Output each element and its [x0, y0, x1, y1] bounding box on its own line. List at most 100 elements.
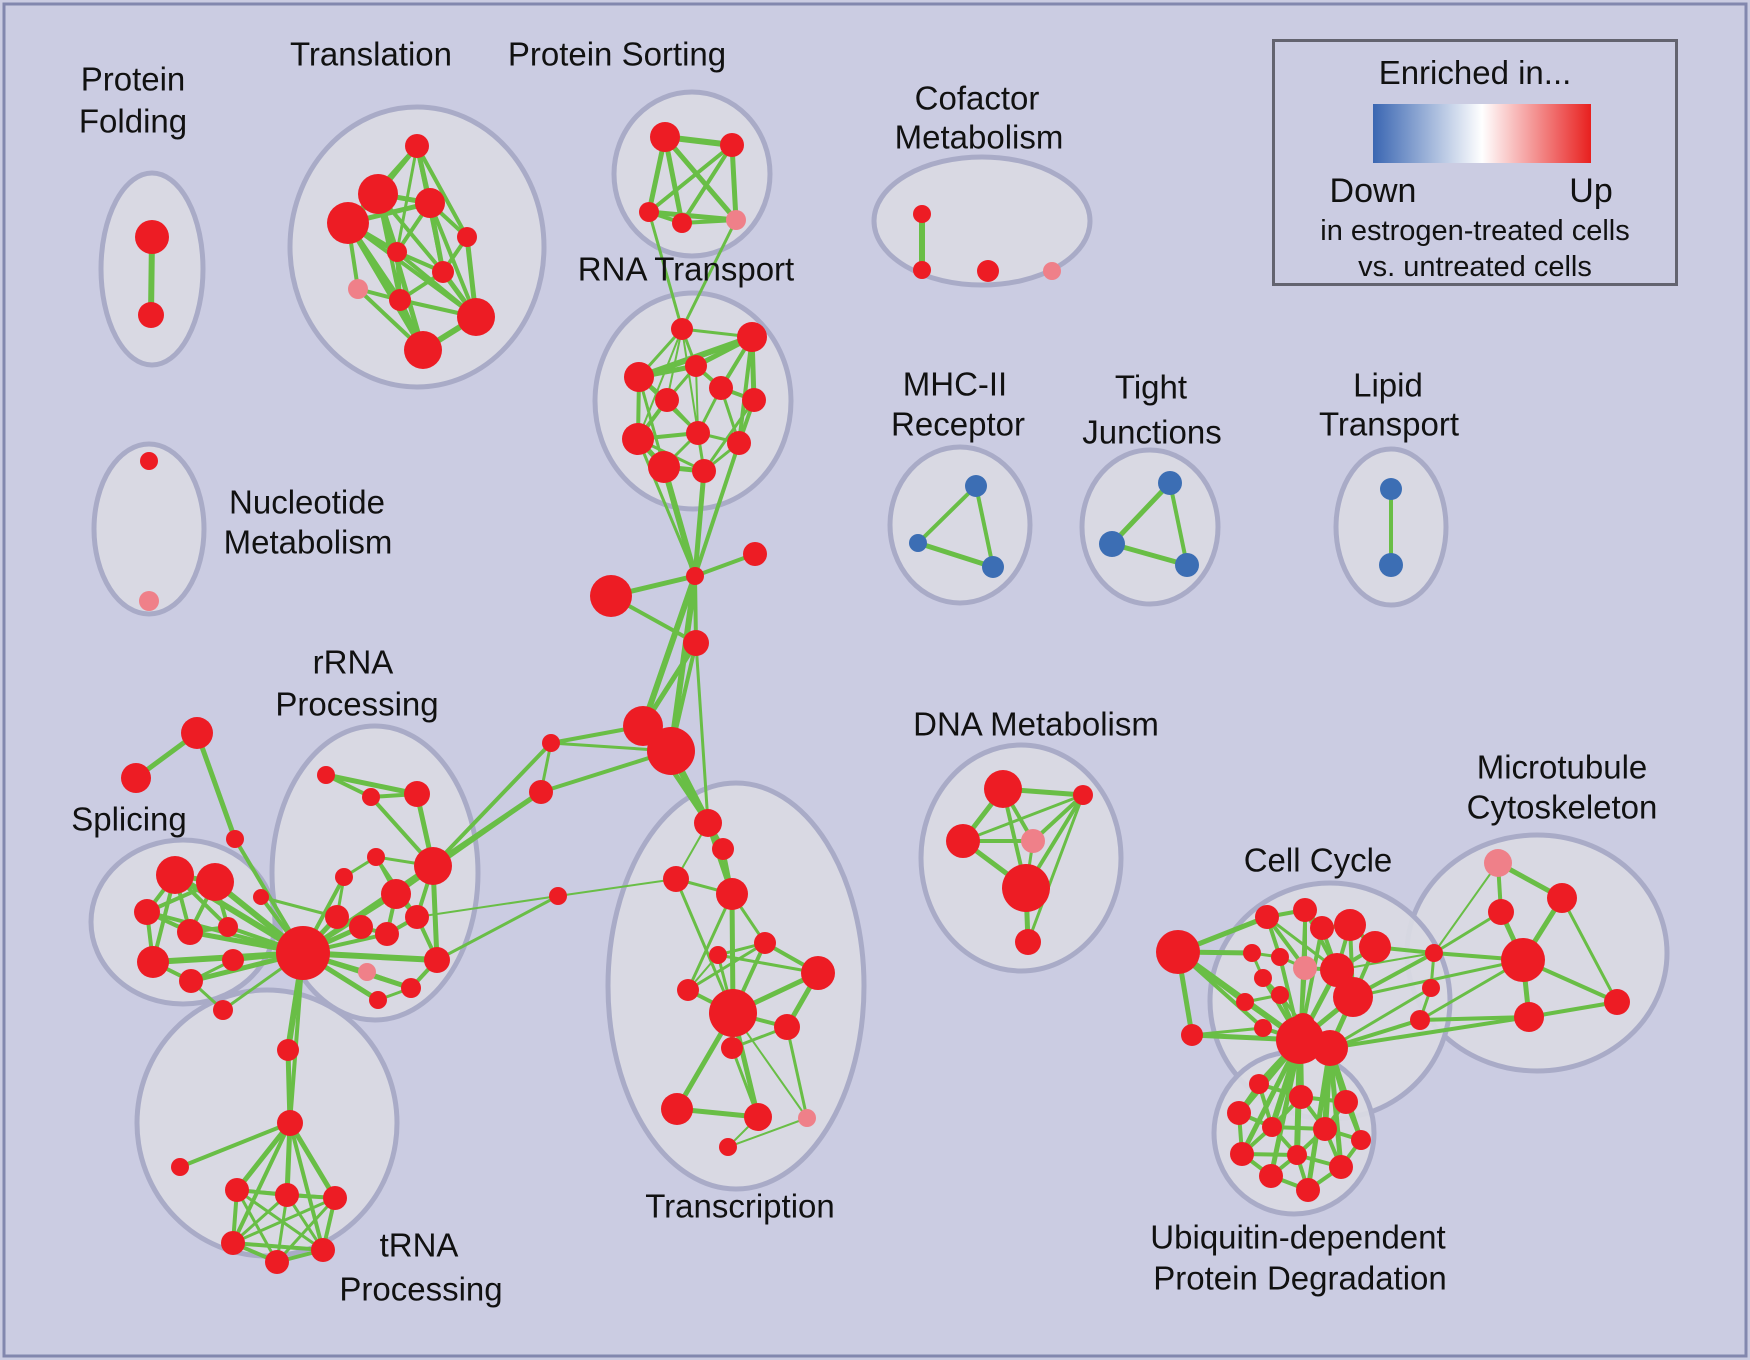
- gene-set-node-sp8: [218, 917, 238, 937]
- gene-set-node-rr8: [253, 889, 269, 905]
- cluster-labels: Protein Folding Translation Protein Sorting…: [71, 36, 1657, 1308]
- gene-set-node-tn3: [225, 1178, 249, 1202]
- edge-mh1-mh3: [974, 484, 995, 569]
- gene-set-node-mc9: [1604, 989, 1630, 1015]
- gene-set-node-mh3: [982, 556, 1004, 578]
- cluster-ellipse-mhc-ii-receptor: [887, 444, 1033, 606]
- edge-l3-rr12: [416, 895, 559, 918]
- gene-set-node-rr6: [414, 847, 452, 885]
- edge-rr1-rr3: [323, 772, 420, 797]
- gene-set-node-tn2: [171, 1158, 189, 1176]
- edge-rt6-rt12: [702, 398, 756, 473]
- gene-set-node-tn1: [277, 1110, 303, 1136]
- gene-set-node-ps1: [650, 122, 680, 152]
- edge-tr3-tr9: [674, 877, 735, 1015]
- gene-set-node-rt3: [624, 362, 654, 392]
- gene-set-node-ub8: [1230, 1142, 1254, 1166]
- gene-set-node-cc9: [1293, 956, 1317, 980]
- gene-set-node-ub4: [1227, 1101, 1251, 1125]
- gene-set-node-t1: [405, 134, 429, 158]
- edge-m1-m5: [640, 573, 698, 729]
- edge-cc19-mc6: [1328, 986, 1433, 1050]
- edge-tj1-tj2: [1109, 480, 1173, 547]
- edge-ps5-rt1: [680, 218, 738, 331]
- edge-tn3-tn7: [235, 1188, 325, 1252]
- gene-set-node-tn5: [323, 1186, 347, 1210]
- edge-t4-t11: [345, 220, 426, 353]
- gene-set-node-rr15: [358, 963, 376, 981]
- gene-set-node-rt4: [685, 355, 707, 377]
- edge-tr14-tr15: [727, 1117, 808, 1148]
- gene-set-node-mh1: [965, 475, 987, 497]
- gene-set-node-rt10: [727, 431, 751, 455]
- gene-set-node-ub1: [1249, 1074, 1269, 1094]
- gene-set-node-rr18: [277, 1039, 299, 1061]
- gene-set-node-sp12: [222, 949, 244, 971]
- gene-set-node-tj2: [1099, 531, 1125, 557]
- gene-set-node-rr13: [276, 926, 330, 980]
- gene-set-node-sp1: [181, 717, 213, 749]
- cluster-label: Folding: [79, 103, 187, 140]
- gene-set-node-l2: [529, 780, 553, 804]
- gene-set-node-cf4: [1043, 262, 1061, 280]
- gene-set-node-tr12: [661, 1093, 693, 1125]
- gene-set-node-dm2: [1073, 785, 1093, 805]
- edge-tn3-tn8: [235, 1188, 279, 1264]
- cluster-label: Splicing: [71, 801, 187, 838]
- cluster-ellipse-protein-sorting: [611, 89, 773, 259]
- gene-set-node-cc12: [1236, 993, 1254, 1011]
- gene-set-node-rr17: [369, 991, 387, 1009]
- legend-caption-line2: vs. untreated cells: [1358, 251, 1592, 283]
- gene-set-node-tr1: [694, 809, 722, 837]
- gene-set-node-cc8: [1271, 948, 1289, 966]
- gene-set-node-cc5: [1334, 909, 1366, 941]
- gene-set-node-cc11: [1254, 969, 1272, 987]
- cluster-label: Cofactor: [915, 80, 1040, 117]
- gene-set-node-mc6: [1422, 979, 1440, 997]
- gene-set-node-lp2: [1379, 553, 1403, 577]
- gene-set-node-nm2: [139, 591, 159, 611]
- gene-set-node-m1: [686, 567, 704, 585]
- gene-set-node-tj1: [1158, 471, 1182, 495]
- gene-set-node-tr8: [677, 979, 699, 1001]
- edge-rt2-rt10: [737, 335, 754, 445]
- edge-rt8-m1: [636, 437, 697, 578]
- cluster-label: Tight: [1115, 369, 1187, 406]
- gene-set-node-nm1: [140, 452, 158, 470]
- gene-set-node-cc1: [1156, 930, 1200, 974]
- edge-ps2-ps4: [680, 143, 734, 225]
- edge-tj1-tj3: [1168, 481, 1189, 567]
- gene-set-node-sp2: [121, 763, 151, 793]
- gene-set-node-mh2: [909, 534, 927, 552]
- gene-set-node-t8: [348, 279, 368, 299]
- edge-tn4-tn6: [231, 1193, 289, 1245]
- gene-set-node-rr12: [405, 905, 429, 929]
- gene-set-node-tr15: [719, 1138, 737, 1156]
- gene-set-node-dm4: [1021, 829, 1045, 853]
- gene-set-node-tn8: [265, 1250, 289, 1274]
- gene-set-node-ps2: [720, 133, 744, 157]
- gene-set-node-tr4: [716, 878, 748, 910]
- gene-set-node-cc7: [1243, 944, 1261, 962]
- cluster-label: Translation: [290, 36, 452, 73]
- cluster-label: Processing: [339, 1271, 502, 1308]
- gene-set-node-mc7: [1410, 1010, 1430, 1030]
- edge-mc7-mc8: [1418, 1015, 1531, 1022]
- gene-set-node-t2: [358, 174, 398, 214]
- gene-set-node-cc19: [1312, 1030, 1348, 1066]
- cluster-label: Metabolism: [895, 119, 1064, 156]
- cluster-label: Protein Degradation: [1153, 1260, 1447, 1297]
- edge-tn5-tn6: [231, 1196, 337, 1245]
- gene-set-node-t4: [327, 202, 369, 244]
- legend-gradient-bar: [1373, 104, 1591, 163]
- gene-set-node-t7: [432, 261, 454, 283]
- gene-set-node-rt5: [709, 376, 733, 400]
- edge-tn1-tn2: [178, 1121, 292, 1169]
- gene-set-node-rr2: [362, 788, 380, 806]
- edge-tn1-tn3: [234, 1120, 293, 1193]
- gene-set-node-lp1: [1380, 478, 1402, 500]
- edge-tr8-tr4: [686, 892, 734, 992]
- edge-rr13-tn1: [288, 951, 305, 1125]
